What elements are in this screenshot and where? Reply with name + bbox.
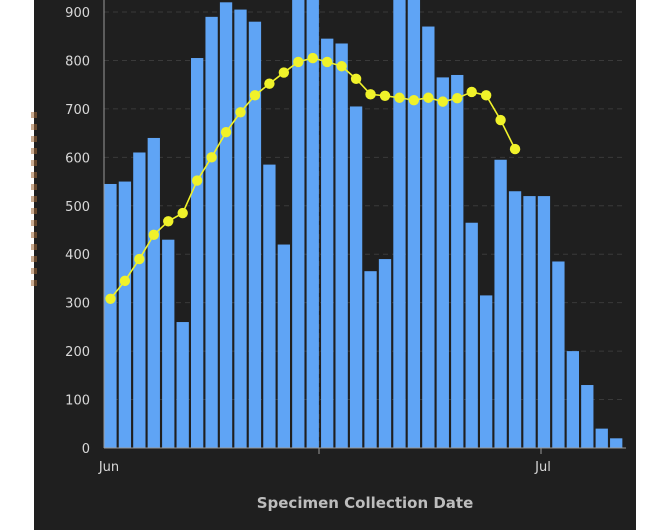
bar-series — [104, 0, 623, 449]
moving-average-series — [105, 52, 521, 304]
x-tick-label: Jul — [534, 460, 551, 475]
bar — [537, 196, 551, 448]
bar — [205, 16, 218, 448]
bar — [566, 351, 579, 448]
line-point — [293, 56, 304, 68]
line-point — [220, 126, 232, 138]
bar — [219, 2, 233, 449]
line-point — [307, 52, 318, 64]
bar — [162, 239, 175, 448]
right-margin — [636, 0, 670, 530]
bar — [595, 428, 608, 448]
bar — [610, 438, 623, 448]
line-point — [191, 175, 203, 186]
bar — [147, 137, 160, 448]
y-tick-label: 900 — [65, 6, 90, 21]
bar — [436, 77, 449, 449]
line-point — [466, 86, 477, 98]
bar — [133, 152, 146, 448]
line-point — [177, 207, 188, 219]
bar — [407, 0, 421, 448]
bar — [393, 0, 406, 448]
line-point — [105, 293, 116, 304]
bar — [335, 43, 348, 448]
y-tick-label: 100 — [65, 394, 90, 409]
bar — [176, 322, 189, 448]
y-tick-label: 600 — [65, 151, 90, 166]
line-point — [134, 253, 145, 265]
line-point — [148, 229, 159, 241]
axes — [103, 0, 626, 454]
bar — [581, 385, 594, 448]
bar — [191, 58, 204, 449]
line-point — [119, 275, 131, 287]
bar — [306, 0, 319, 448]
line-point — [278, 67, 290, 78]
bar — [508, 191, 522, 448]
y-tick-label: 500 — [65, 200, 90, 215]
line-point — [509, 143, 521, 155]
bar — [552, 261, 565, 448]
bar — [465, 222, 478, 448]
bar — [422, 26, 435, 449]
bar — [263, 164, 276, 448]
bar — [234, 9, 247, 448]
y-tick-label: 200 — [65, 345, 90, 360]
y-tick-label: 300 — [65, 297, 90, 312]
line-point — [365, 89, 376, 100]
bar — [523, 196, 536, 448]
bar — [118, 181, 132, 449]
bar — [378, 259, 392, 448]
line-point — [264, 78, 275, 89]
line-point — [452, 93, 463, 104]
line-point — [163, 216, 174, 227]
line-point — [235, 107, 246, 118]
y-tick-label: 800 — [65, 54, 90, 69]
line-point — [206, 152, 217, 163]
line-point — [423, 92, 434, 103]
line-point — [336, 61, 347, 72]
line-point — [249, 90, 261, 101]
x-tick-label: Jun — [98, 460, 119, 475]
x-axis-title: Specimen Collection Date — [257, 494, 474, 512]
y-tick-labels: 0 100 200 300 400 500 600 700 800 900 — [65, 6, 90, 457]
line-point — [480, 90, 492, 101]
bar — [364, 271, 377, 448]
line-point — [495, 114, 506, 126]
y-axis-label-cropped — [31, 112, 37, 290]
y-tick-label: 0 — [82, 442, 90, 457]
line-point — [394, 92, 405, 103]
bar — [321, 38, 334, 449]
bar — [494, 159, 507, 448]
y-tick-label: 700 — [65, 103, 90, 118]
line-point — [350, 73, 362, 85]
x-tick-labels: Jun Jul — [98, 460, 551, 475]
line-point — [322, 56, 333, 68]
line-point — [437, 96, 448, 107]
y-tick-label: 400 — [65, 248, 90, 263]
bar — [277, 244, 290, 448]
bar — [480, 295, 493, 448]
bar — [451, 74, 464, 448]
bar — [292, 0, 305, 448]
left-margin — [0, 0, 34, 530]
line-point — [379, 90, 391, 102]
bar — [349, 106, 363, 448]
bar — [248, 21, 262, 448]
line-point — [408, 94, 420, 106]
bar — [104, 183, 117, 448]
